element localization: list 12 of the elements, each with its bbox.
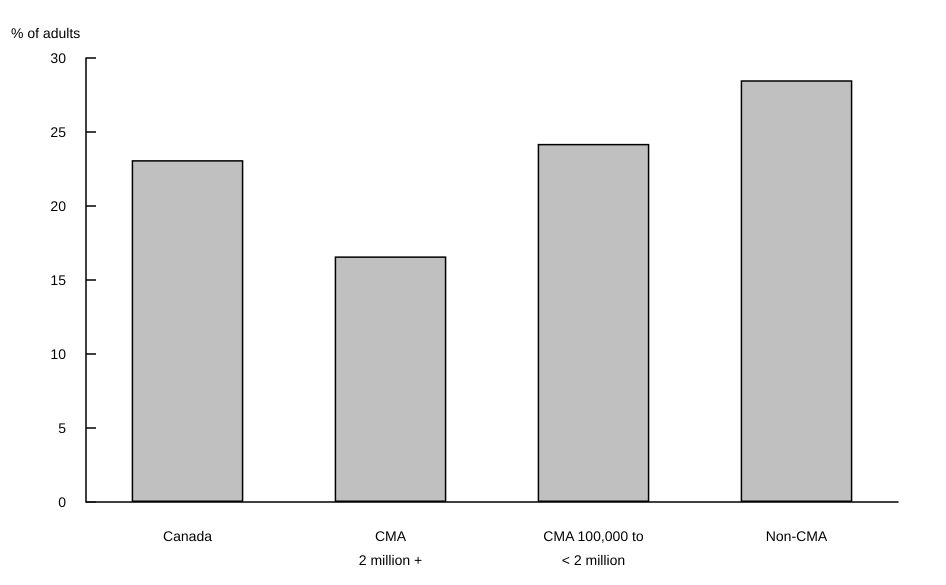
y-axis-title: % of adults <box>11 25 80 41</box>
y-tick-label: 10 <box>50 346 66 362</box>
y-tick-label: 5 <box>58 420 66 436</box>
y-tick-label: 30 <box>50 50 66 66</box>
x-tick-label: Non-CMA <box>766 528 828 544</box>
x-tick-label: CMA 2 million + <box>358 528 422 568</box>
y-tick-label: 0 <box>58 494 66 510</box>
x-tick-label: Canada <box>162 528 212 544</box>
y-tick-label: 15 <box>50 272 66 288</box>
y-tick-label: 20 <box>50 198 66 214</box>
x-tick-label: CMA 100,000 to < 2 million <box>543 528 644 568</box>
y-tick-label: 25 <box>50 124 66 140</box>
